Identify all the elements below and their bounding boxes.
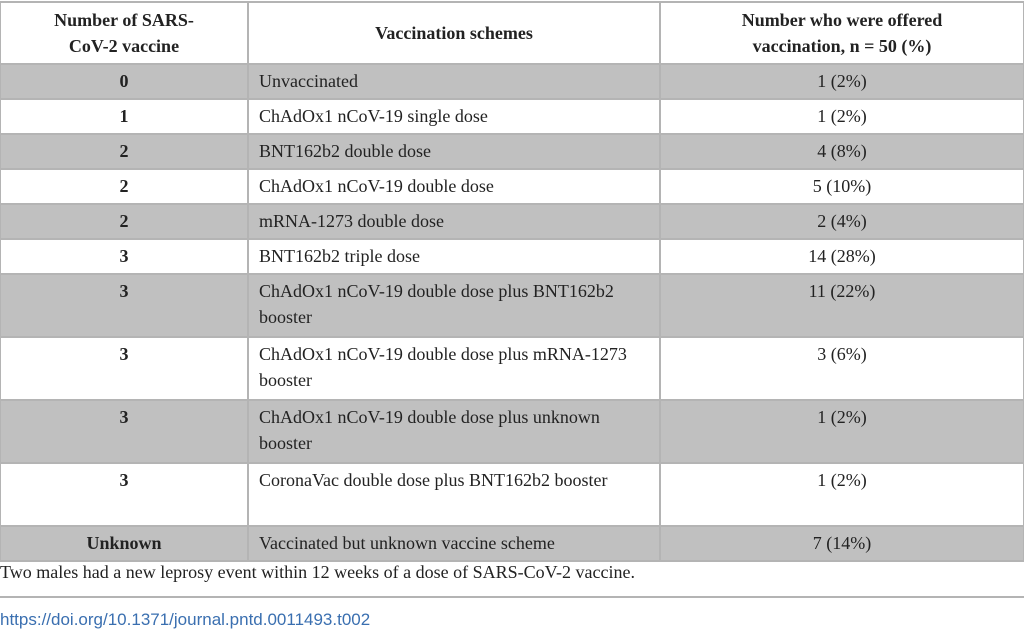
cell-vaccine-count: 2 <box>0 203 249 240</box>
table-row: 3 ChAdOx1 nCoV-19 double dose plus BNT162… <box>0 273 1024 338</box>
cell-vaccine-count: 3 <box>0 273 249 338</box>
cell-scheme: BNT162b2 double dose <box>247 133 661 170</box>
cell-vaccine-count: 3 <box>0 462 249 527</box>
table-row: 3 ChAdOx1 nCoV-19 double dose plus unknow… <box>0 399 1024 464</box>
cell-offered: 1 (2%) <box>659 462 1024 527</box>
cell-scheme: Vaccinated but unknown vaccine scheme <box>247 525 661 562</box>
table-row: 2 BNT162b2 double dose 4 (8%) <box>0 133 1024 170</box>
cell-vaccine-count: 3 <box>0 336 249 401</box>
cell-offered: 7 (14%) <box>659 525 1024 562</box>
cell-offered: 1 (2%) <box>659 399 1024 464</box>
table-row: 2 mRNA-1273 double dose 2 (4%) <box>0 203 1024 240</box>
cell-scheme: CoronaVac double dose plus BNT162b2 boos… <box>247 462 661 527</box>
header-row: Number of SARS-CoV-2 vaccine Vaccination… <box>0 1 1024 65</box>
header-offered: Number who were offered vaccination, n =… <box>659 1 1024 65</box>
table-row: 2 ChAdOx1 nCoV-19 double dose 5 (10%) <box>0 168 1024 205</box>
vaccination-table: Number of SARS-CoV-2 vaccine Vaccination… <box>0 1 1024 562</box>
cell-vaccine-count: 2 <box>0 168 249 205</box>
cell-vaccine-count: 2 <box>0 133 249 170</box>
table-row: 3 BNT162b2 triple dose 14 (28%) <box>0 238 1024 275</box>
cell-vaccine-count: 3 <box>0 399 249 464</box>
cell-offered: 3 (6%) <box>659 336 1024 401</box>
table-row: 3 ChAdOx1 nCoV-19 double dose plus mRNA-1… <box>0 336 1024 401</box>
cell-vaccine-count: 1 <box>0 98 249 135</box>
header-schemes: Vaccination schemes <box>247 1 661 65</box>
cell-offered: 1 (2%) <box>659 98 1024 135</box>
cell-offered: 11 (22%) <box>659 273 1024 338</box>
table-row: 0 Unvaccinated 1 (2%) <box>0 63 1024 100</box>
table-row: 1 ChAdOx1 nCoV-19 single dose 1 (2%) <box>0 98 1024 135</box>
cell-offered: 5 (10%) <box>659 168 1024 205</box>
cell-scheme: ChAdOx1 nCoV-19 single dose <box>247 98 661 135</box>
table-row: 3 CoronaVac double dose plus BNT162b2 boo… <box>0 462 1024 527</box>
cell-scheme: BNT162b2 triple dose <box>247 238 661 275</box>
cell-scheme: mRNA-1273 double dose <box>247 203 661 240</box>
header-vaccine-count: Number of SARS-CoV-2 vaccine <box>0 1 249 65</box>
cell-offered: 1 (2%) <box>659 63 1024 100</box>
cell-scheme: Unvaccinated <box>247 63 661 100</box>
cell-scheme: ChAdOx1 nCoV-19 double dose plus BNT162b… <box>247 273 661 338</box>
cell-vaccine-count: Unknown <box>0 525 249 562</box>
cell-offered: 4 (8%) <box>659 133 1024 170</box>
divider <box>0 596 1024 598</box>
cell-vaccine-count: 0 <box>0 63 249 100</box>
cell-vaccine-count: 3 <box>0 238 249 275</box>
cell-scheme: ChAdOx1 nCoV-19 double dose <box>247 168 661 205</box>
table-row: Unknown Vaccinated but unknown vaccine sc… <box>0 525 1024 562</box>
cell-scheme: ChAdOx1 nCoV-19 double dose plus mRNA-12… <box>247 336 661 401</box>
cell-offered: 14 (28%) <box>659 238 1024 275</box>
doi-link[interactable]: https://doi.org/10.1371/journal.pntd.001… <box>0 610 371 629</box>
cell-offered: 2 (4%) <box>659 203 1024 240</box>
cell-scheme: ChAdOx1 nCoV-19 double dose plus unknown… <box>247 399 661 464</box>
table-footnote: Two males had a new leprosy event within… <box>0 562 635 582</box>
